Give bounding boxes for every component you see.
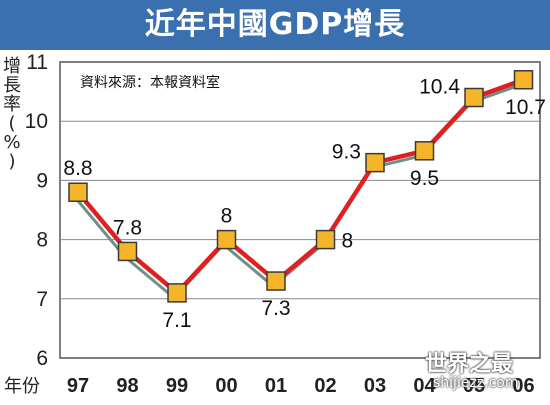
y-label-char-1: 長 <box>3 75 21 96</box>
data-label-02: 8 <box>342 230 354 253</box>
y-label-char-2: 率 <box>3 94 21 115</box>
source-note: 資料來源：本報資料室 <box>80 74 220 91</box>
series-markers <box>68 70 534 303</box>
data-label-05: 10.4 <box>419 76 460 99</box>
y-tick-7: 7 <box>36 288 48 311</box>
x-tick-06: 06 <box>512 375 534 397</box>
y-label-char-4: % <box>3 132 20 153</box>
x-tick-97: 97 <box>67 375 89 397</box>
marker-00 <box>216 229 237 250</box>
y-label-char-0: 增 <box>3 56 21 77</box>
watermark-title: 世界之最 <box>425 352 514 377</box>
watermark-url: shijiezz.com <box>433 375 519 391</box>
x-tick-99: 99 <box>166 375 188 397</box>
data-label-06: 10.7 <box>505 96 546 119</box>
x-tick-01: 01 <box>265 375 287 397</box>
y-label-char-3: ( <box>8 113 15 134</box>
marker-03 <box>365 152 385 173</box>
y-tick-labels: 6 7 8 9 10 11 <box>25 51 48 370</box>
x-tick-00: 00 <box>215 375 237 397</box>
x-tick-04: 04 <box>413 375 436 397</box>
y-tick-11: 11 <box>26 51 48 74</box>
x-tick-03: 03 <box>364 375 386 397</box>
marker-99 <box>167 283 187 303</box>
x-axis-label: 年份 <box>4 376 40 397</box>
data-label-97: 8.8 <box>63 157 92 180</box>
data-label-00: 8 <box>221 205 233 228</box>
data-label-04: 9.5 <box>410 167 439 190</box>
data-label-98: 7.8 <box>113 216 142 239</box>
grid-lines <box>60 120 540 300</box>
data-label-99: 7.1 <box>162 309 191 332</box>
y-tick-10: 10 <box>25 110 48 133</box>
y-tick-8: 8 <box>36 229 48 252</box>
x-tick-98: 98 <box>116 375 138 397</box>
marker-04 <box>414 141 435 161</box>
y-label-char-5: ) <box>8 151 15 172</box>
marker-06 <box>513 70 534 90</box>
data-label-03: 9.3 <box>332 141 361 164</box>
data-labels: 8.8 7.8 7.1 8 7.3 8 9.3 9.5 10.4 10.7 <box>63 76 546 332</box>
y-tick-6: 6 <box>36 347 48 370</box>
y-tick-9: 9 <box>36 169 48 192</box>
title-bar <box>0 0 550 50</box>
data-label-01: 7.3 <box>261 297 290 320</box>
x-tick-02: 02 <box>314 375 336 397</box>
chart-title: 近年中國GDP增長 <box>144 7 406 42</box>
marker-01 <box>266 271 286 291</box>
marker-02 <box>315 229 336 250</box>
y-axis-label: 增長率(%) <box>3 56 21 172</box>
series-line-path <box>76 77 525 296</box>
x-tick-labels: 97 98 99 00 01 02 03 04 05 06 <box>67 375 535 397</box>
series-line <box>73 77 525 300</box>
marker-05 <box>464 87 484 108</box>
x-tick-05: 05 <box>463 375 485 397</box>
marker-97 <box>68 182 88 202</box>
marker-98 <box>117 241 138 262</box>
